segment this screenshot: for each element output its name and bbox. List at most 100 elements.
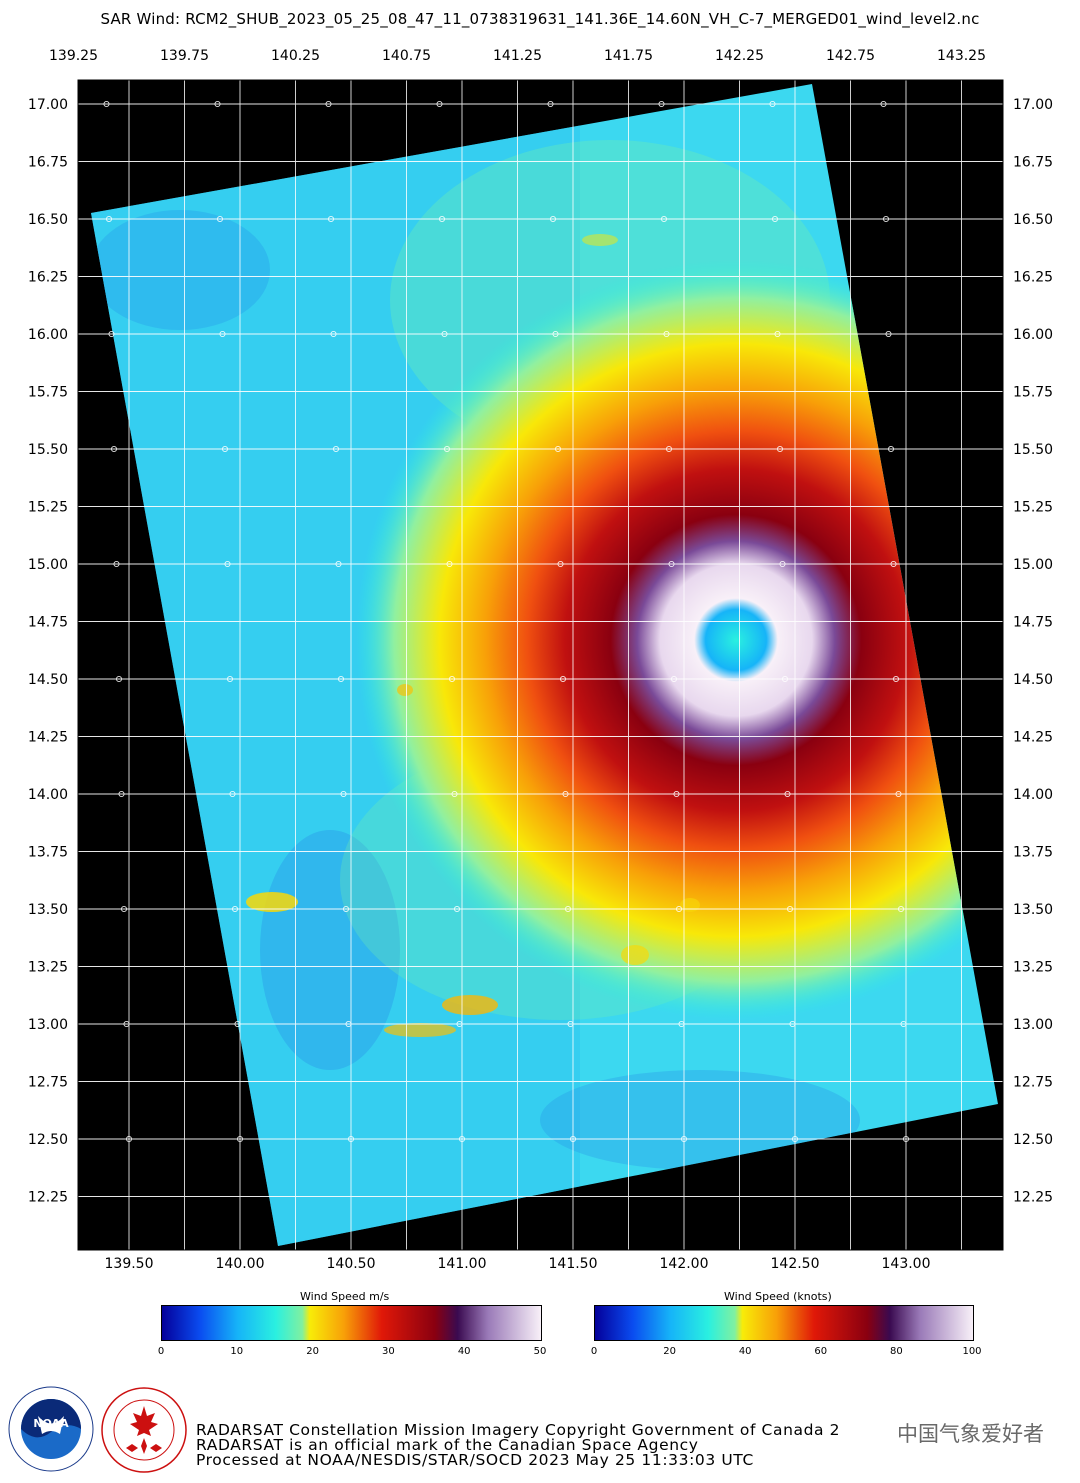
top-lon-tick: 141.75: [604, 48, 653, 64]
right-lat-tick: 14.75: [1013, 615, 1053, 631]
wind-barb-station: [769, 100, 776, 108]
left-lat-tick: 14.50: [28, 672, 68, 688]
wind-barb-station: [784, 790, 791, 798]
lat-lon-grid: [78, 80, 1003, 1250]
top-lon-tick: 139.75: [160, 48, 209, 64]
wind-barb-station: [900, 1020, 907, 1028]
wind-barb-station: [781, 675, 789, 683]
right-lat-tick: 16.75: [1013, 155, 1053, 171]
colorbar-tick-label: 80: [890, 1346, 903, 1357]
left-lat-tick: 12.50: [28, 1132, 68, 1148]
wind-barb-station: [887, 445, 895, 453]
right-lat-tick: 14.00: [1013, 787, 1053, 803]
wind-barb-station: [665, 445, 673, 453]
wind-barb-station: [885, 330, 892, 338]
wind-barb-station: [554, 445, 562, 453]
wind-barb-station: [448, 675, 456, 683]
wind-barb-station: [774, 330, 781, 338]
product-title: SAR Wind: RCM2_SHUB_2023_05_25_08_47_11_…: [100, 10, 980, 28]
wind-barb-station: [547, 100, 554, 108]
bottom-lon-tick: 141.00: [438, 1256, 487, 1272]
left-lat-tick: 15.25: [28, 500, 68, 516]
colorbar-knots-ramp: [594, 1305, 974, 1341]
wind-barb-station: [125, 1135, 133, 1143]
top-lon-tick: 142.75: [826, 48, 875, 64]
wind-barb-station: [441, 330, 448, 338]
noaa-wordmark: NOAA: [33, 1417, 69, 1430]
right-lat-tick: 15.75: [1013, 385, 1053, 401]
right-lat-tick: 13.75: [1013, 845, 1053, 861]
wind-barb-station: [337, 675, 345, 683]
left-lat-tick: 15.75: [28, 385, 68, 401]
top-lon-tick: 143.25: [937, 48, 986, 64]
wind-barb-station: [214, 100, 221, 108]
wind-barb-station: [771, 215, 779, 223]
right-lat-tick: 14.50: [1013, 672, 1053, 688]
wind-barb-station: [451, 790, 458, 798]
left-lat-tick: 13.50: [28, 902, 68, 918]
wind-barb-station: [120, 905, 128, 913]
wind-barb-station: [118, 790, 125, 798]
bottom-lon-tick: 143.00: [882, 1256, 931, 1272]
right-lat-tick: 14.25: [1013, 730, 1053, 746]
right-lat-tick: 12.25: [1013, 1190, 1053, 1206]
wind-barb-station: [446, 560, 453, 568]
colorbar-tick-label: 50: [533, 1346, 547, 1357]
wind-barb-station: [110, 445, 118, 453]
colorbar-tick-label: 0: [157, 1346, 165, 1357]
left-lat-tick: 12.25: [28, 1190, 68, 1206]
axis-labels: 139.25 139.75 140.25 140.75 141.25 141.75 142.…: [28, 48, 1053, 1272]
watermark-text: 中国气象爱好者: [897, 1422, 1044, 1446]
right-lat-tick: 17.00: [1013, 97, 1053, 113]
top-lon-tick: 142.25: [715, 48, 764, 64]
processing-line: Processed at NOAA/NESDIS/STAR/SOCD 2023 …: [196, 1451, 754, 1469]
colorbar-ms-label: Wind Speed m/s: [300, 1290, 390, 1303]
wind-barb-station: [347, 1135, 355, 1143]
left-lat-tick: 17.00: [28, 97, 68, 113]
wind-barb-station: [897, 905, 905, 913]
wind-barb-station: [678, 1020, 685, 1028]
colorbar-knots-label: Wind Speed (knots): [724, 1290, 832, 1303]
wind-barb-station: [229, 790, 236, 798]
right-lat-tick: 16.25: [1013, 270, 1053, 286]
right-lat-tick: 15.25: [1013, 500, 1053, 516]
wind-barb-station: [325, 100, 332, 108]
right-lat-tick: 13.25: [1013, 960, 1053, 976]
right-lat-tick: 16.00: [1013, 327, 1053, 343]
wind-barb-station: [660, 215, 668, 223]
wind-barb-station: [340, 790, 347, 798]
wind-barb-station: [234, 1020, 241, 1028]
colorbar-tick-label: 10: [230, 1346, 244, 1357]
wind-barb-station: [569, 1135, 577, 1143]
left-lat-tick: 14.00: [28, 787, 68, 803]
left-lat-tick: 16.50: [28, 212, 68, 228]
right-lat-tick: 15.00: [1013, 557, 1053, 573]
left-lat-tick: 14.75: [28, 615, 68, 631]
wind-barb-station: [552, 330, 559, 338]
colorbar-tick-label: 60: [814, 1346, 828, 1357]
map-border: [77, 79, 1004, 1251]
left-lat-tick: 13.25: [28, 960, 68, 976]
noaa-logo: NOAA: [8, 1386, 94, 1472]
wind-barb-station: [680, 1135, 688, 1143]
wind-barb-station: [103, 100, 110, 108]
left-lat-tick: 16.75: [28, 155, 68, 171]
wind-barb-station: [890, 560, 897, 568]
colorbar-tick-label: 20: [306, 1346, 319, 1357]
wind-barb-station: [335, 560, 342, 568]
wind-barb-station: [663, 330, 670, 338]
right-lat-tick: 16.50: [1013, 212, 1053, 228]
colorbar-tick-label: 40: [738, 1346, 752, 1357]
wind-barb-station: [216, 215, 224, 223]
right-lat-tick: 12.50: [1013, 1132, 1053, 1148]
top-lon-tick: 139.25: [49, 48, 98, 64]
copyright-line: RADARSAT Constellation Mission Imagery C…: [196, 1421, 841, 1439]
wind-barb-station: [453, 905, 461, 913]
wind-barb-station: [559, 675, 567, 683]
wind-barb-station: [236, 1135, 244, 1143]
left-lat-tick: 16.00: [28, 327, 68, 343]
left-lat-tick: 14.25: [28, 730, 68, 746]
wind-barb-station: [668, 560, 675, 568]
left-lat-tick: 13.00: [28, 1017, 68, 1033]
